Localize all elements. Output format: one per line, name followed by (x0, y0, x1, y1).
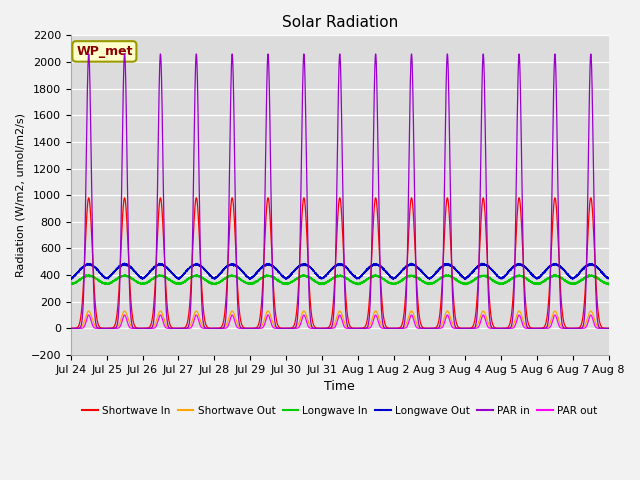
Legend: Shortwave In, Shortwave Out, Longwave In, Longwave Out, PAR in, PAR out: Shortwave In, Shortwave Out, Longwave In… (78, 402, 602, 420)
X-axis label: Time: Time (324, 380, 355, 393)
Title: Solar Radiation: Solar Radiation (282, 15, 398, 30)
Y-axis label: Radiation (W/m2, umol/m2/s): Radiation (W/m2, umol/m2/s) (15, 113, 25, 277)
Text: WP_met: WP_met (76, 45, 132, 58)
